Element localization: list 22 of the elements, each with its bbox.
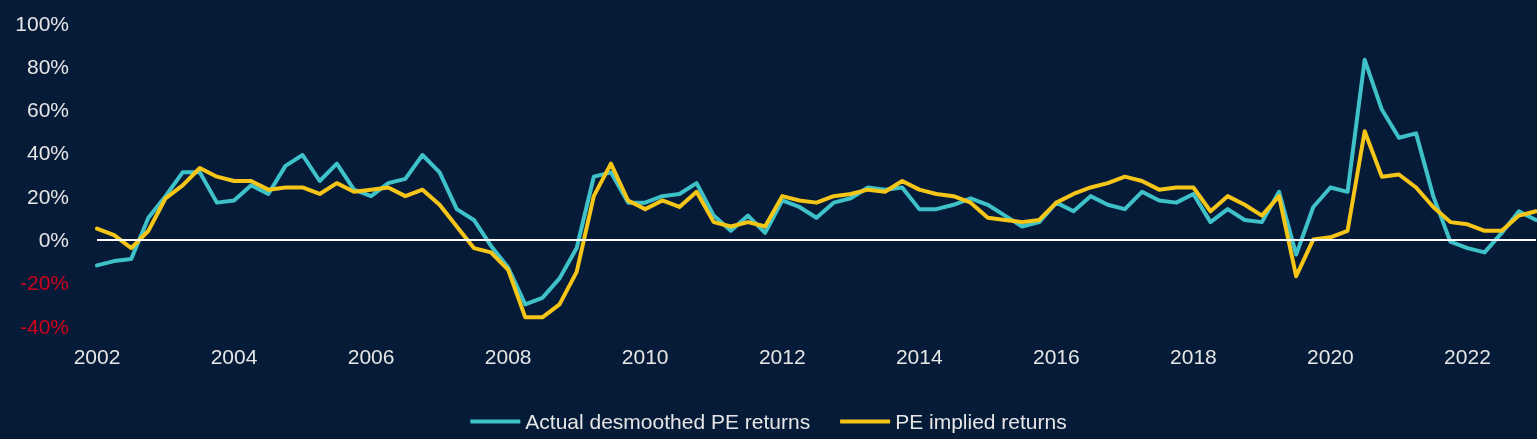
y-tick-label: 0% — [38, 227, 69, 251]
x-tick-label: 2020 — [1307, 345, 1354, 368]
line-series — [95, 129, 1537, 320]
y-tick-label: -20% — [19, 271, 69, 295]
y-tick-label: 100% — [15, 11, 69, 35]
x-tick-label: 2014 — [895, 345, 943, 368]
x-tick-label: 2004 — [210, 345, 258, 368]
y-tick-label: 20% — [26, 184, 69, 208]
y-tick-label: 80% — [26, 54, 69, 78]
x-tick-label: 2006 — [347, 345, 395, 368]
x-tick-label: 2022 — [1444, 345, 1491, 368]
y-tick-label: 40% — [26, 141, 69, 165]
x-tick-label: 2018 — [1170, 345, 1217, 368]
y-tick-label: 60% — [26, 98, 69, 122]
x-tick-label: 2008 — [484, 345, 532, 368]
x-tick-label: 2002 — [73, 345, 121, 368]
x-tick-label: 2016 — [1032, 345, 1080, 368]
y-tick-label: -40% — [19, 314, 69, 338]
x-tick-label: 2012 — [758, 345, 806, 368]
x-tick-label: 2010 — [621, 345, 669, 368]
legend-label: PE implied returns — [895, 410, 1067, 433]
legend-label: Actual desmoothed PE returns — [525, 410, 811, 433]
